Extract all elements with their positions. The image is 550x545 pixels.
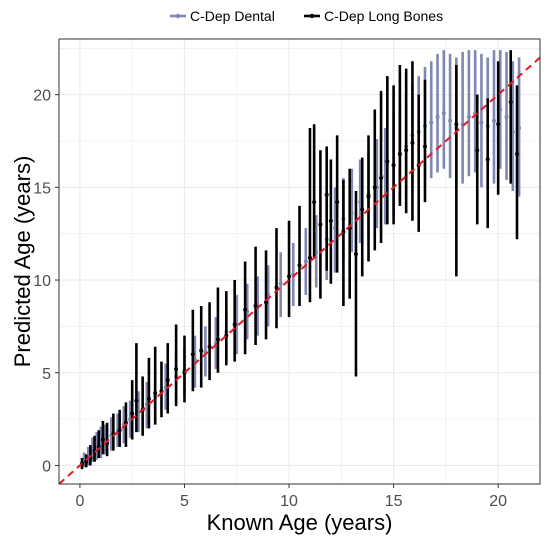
data-point (454, 122, 459, 127)
data-point (207, 344, 212, 349)
data-point (165, 378, 170, 383)
legend-key-point (309, 13, 315, 19)
legend: C-Dep Dental C-Dep Long Bones (170, 8, 443, 24)
data-point (174, 367, 179, 372)
data-point (397, 151, 402, 156)
data-point (303, 259, 308, 264)
data-point (253, 304, 258, 308)
data-point (448, 118, 453, 123)
data-point (385, 159, 390, 164)
data-point (504, 114, 509, 119)
data-point (318, 222, 323, 227)
data-point (491, 118, 496, 123)
data-point (297, 263, 302, 268)
data-point (508, 100, 513, 105)
data-point (232, 322, 237, 327)
data-point (353, 252, 358, 257)
data-point (215, 337, 220, 342)
x-axis-ticks: 0 5 10 15 20 (75, 484, 507, 510)
y-tick-label: 0 (42, 458, 51, 475)
data-point (84, 459, 89, 464)
data-point (466, 114, 471, 119)
data-point (134, 398, 139, 403)
data-point (410, 140, 415, 145)
data-point (422, 144, 427, 149)
x-tick-label: 5 (180, 493, 189, 510)
data-point (429, 120, 434, 125)
legend-label: C-Dep Long Bones (324, 8, 443, 24)
data-point (190, 352, 195, 357)
x-axis-title: Known Age (years) (207, 510, 393, 535)
plot-border (58, 38, 541, 485)
data-point (479, 120, 484, 125)
y-axis-ticks: 0 5 10 15 20 (33, 88, 59, 475)
data-point (199, 348, 204, 353)
data-point (475, 148, 480, 153)
data-point (441, 111, 446, 116)
data-point (274, 285, 279, 290)
x-tick-label: 20 (489, 493, 507, 510)
data-point (130, 411, 135, 416)
data-point (514, 151, 519, 156)
y-tick-label: 15 (33, 180, 51, 197)
data-point (485, 157, 490, 162)
data-point (435, 114, 440, 119)
data-point (312, 200, 317, 205)
data-point (287, 274, 292, 279)
data-point (307, 255, 312, 260)
data-point (391, 163, 396, 168)
data-point (100, 437, 105, 442)
data-point (243, 307, 248, 312)
data-point (264, 300, 269, 305)
data-point (404, 148, 409, 153)
legend-key-point (175, 13, 181, 19)
data-point (146, 396, 151, 401)
data-point (496, 122, 501, 127)
data-point (153, 391, 158, 396)
legend-item-long-bones: C-Dep Long Bones (304, 8, 443, 24)
y-axis-title: Predicted Age (years) (10, 156, 35, 368)
legend-label: C-Dep Dental (190, 8, 275, 24)
y-tick-label: 10 (33, 273, 51, 290)
data-point (278, 281, 283, 286)
legend-item-dental: C-Dep Dental (170, 8, 275, 24)
x-tick-label: 15 (385, 493, 403, 510)
data-point (379, 176, 384, 181)
x-tick-label: 0 (75, 493, 84, 510)
data-point (366, 194, 371, 199)
data-point (117, 428, 122, 433)
data-point (328, 218, 333, 223)
data-point (324, 192, 329, 197)
y-tick-label: 20 (33, 88, 51, 105)
data-point (360, 207, 365, 212)
x-tick-label: 10 (280, 493, 298, 510)
data-point (372, 185, 377, 190)
y-tick-label: 5 (42, 366, 51, 383)
data-point (335, 200, 340, 205)
